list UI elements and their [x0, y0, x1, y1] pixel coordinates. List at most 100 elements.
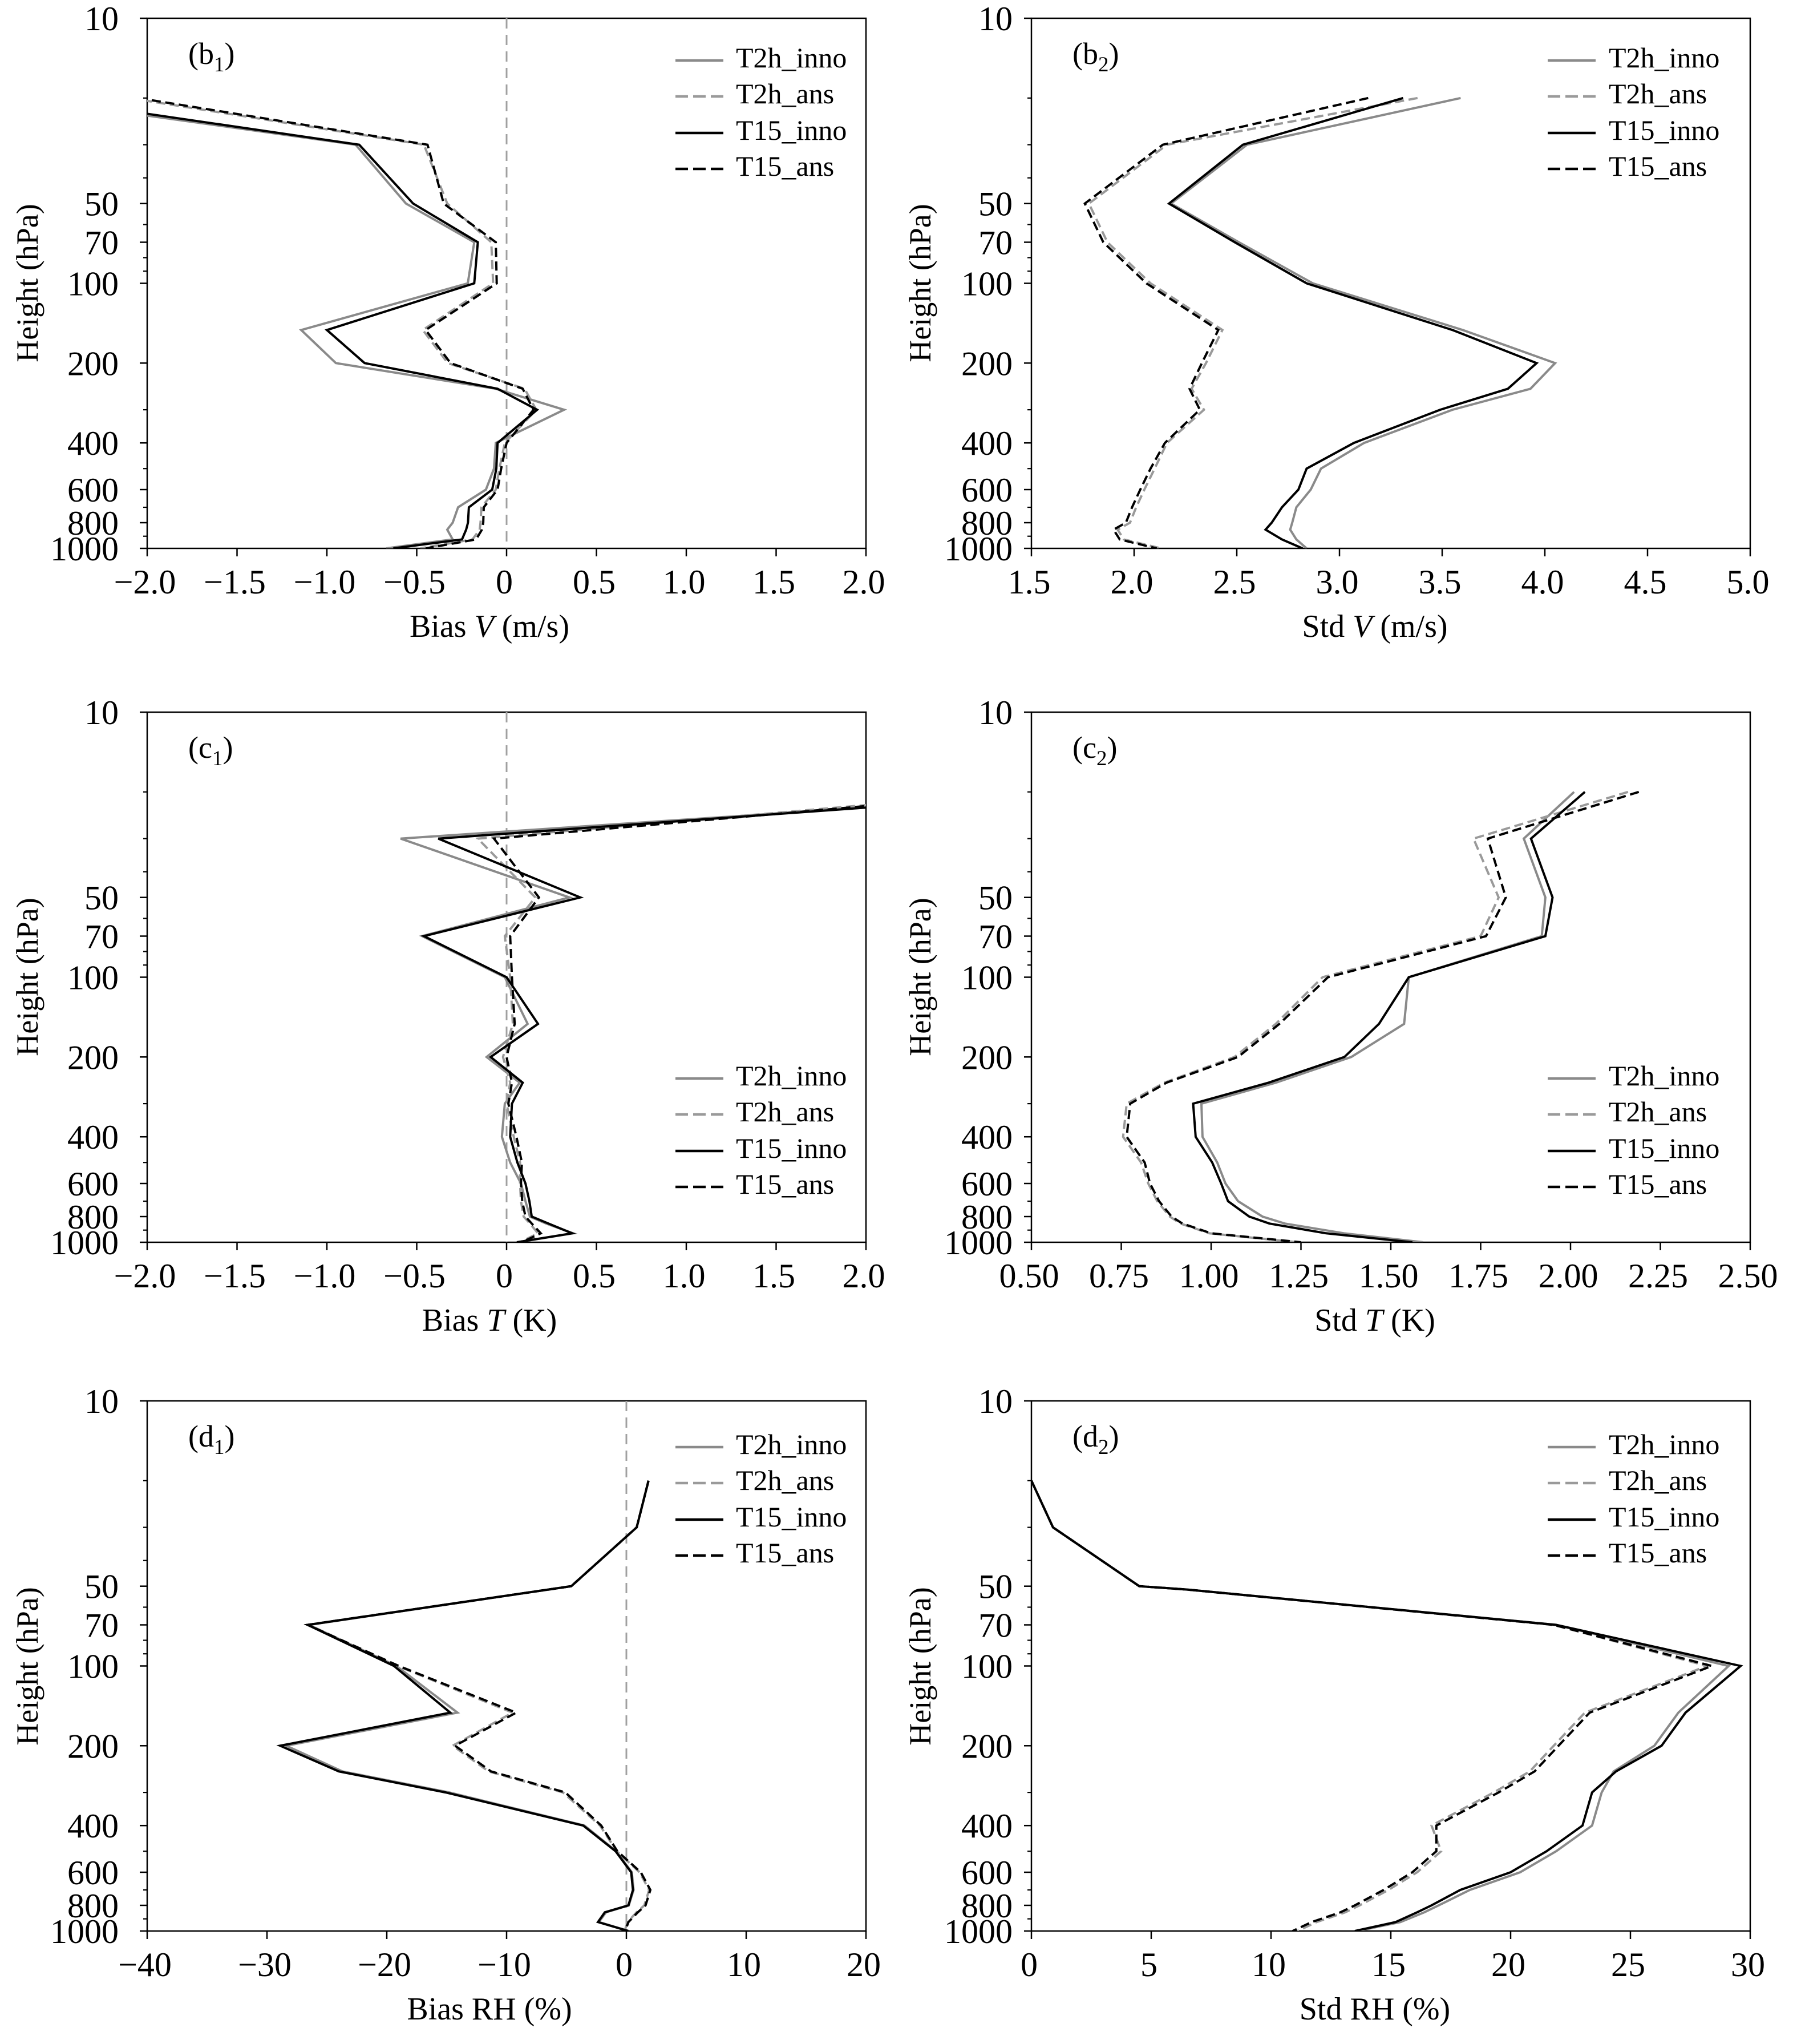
svg-text:100: 100	[961, 1648, 1013, 1686]
svg-text:T15_ans: T15_ans	[1609, 150, 1707, 182]
svg-text:T15_inno: T15_inno	[1609, 1501, 1719, 1533]
svg-text:T15_inno: T15_inno	[736, 114, 847, 146]
svg-text:50: 50	[84, 185, 119, 223]
svg-text:2.0: 2.0	[1111, 563, 1154, 601]
svg-text:2.25: 2.25	[1628, 1257, 1688, 1295]
svg-text:100: 100	[67, 265, 119, 303]
svg-text:−0.5: −0.5	[383, 563, 446, 601]
svg-text:T2h_inno: T2h_inno	[736, 1428, 847, 1460]
svg-text:−1.0: −1.0	[294, 563, 356, 601]
svg-text:600: 600	[961, 471, 1013, 509]
svg-text:10: 10	[978, 0, 1013, 38]
svg-text:2.5: 2.5	[1213, 563, 1256, 601]
svg-text:1000: 1000	[50, 1913, 119, 1950]
svg-text:20: 20	[847, 1946, 881, 1984]
svg-text:600: 600	[67, 1165, 119, 1203]
svg-text:600: 600	[961, 1165, 1013, 1203]
svg-text:T2h_ans: T2h_ans	[1609, 1096, 1707, 1128]
svg-text:50: 50	[84, 879, 119, 917]
svg-text:600: 600	[67, 1854, 119, 1892]
svg-text:10: 10	[727, 1946, 761, 1984]
svg-text:0.75: 0.75	[1089, 1257, 1149, 1295]
svg-text:Bias V (m/s): Bias V (m/s)	[410, 609, 569, 644]
svg-text:2.00: 2.00	[1539, 1257, 1598, 1295]
svg-text:10: 10	[1252, 1946, 1286, 1984]
svg-text:0.5: 0.5	[573, 1257, 616, 1295]
svg-text:Height (hPa): Height (hPa)	[10, 1587, 44, 1745]
svg-text:0: 0	[496, 1257, 513, 1295]
svg-text:50: 50	[84, 1568, 119, 1606]
svg-text:50: 50	[978, 1568, 1013, 1606]
svg-text:800: 800	[961, 1887, 1013, 1925]
svg-text:T15_ans: T15_ans	[736, 1537, 834, 1569]
svg-text:200: 200	[67, 345, 119, 382]
svg-text:200: 200	[961, 345, 1013, 382]
svg-text:Height (hPa): Height (hPa)	[903, 1587, 937, 1745]
svg-text:−2.0: −2.0	[114, 563, 176, 601]
svg-text:5.0: 5.0	[1727, 563, 1770, 601]
svg-text:70: 70	[978, 224, 1013, 262]
svg-text:−20: −20	[358, 1946, 411, 1984]
svg-text:70: 70	[84, 1607, 119, 1645]
svg-text:T15_inno: T15_inno	[1609, 114, 1719, 146]
svg-text:1.5: 1.5	[752, 1257, 795, 1295]
svg-text:1000: 1000	[50, 530, 119, 568]
svg-text:−10: −10	[477, 1946, 531, 1984]
svg-text:800: 800	[961, 1198, 1013, 1236]
svg-text:(c2): (c2)	[1072, 730, 1117, 770]
svg-text:−1.0: −1.0	[294, 1257, 356, 1295]
svg-text:3.0: 3.0	[1316, 563, 1359, 601]
svg-text:25: 25	[1611, 1946, 1645, 1984]
svg-text:Bias RH (%): Bias RH (%)	[407, 1992, 572, 2027]
svg-text:T15_ans: T15_ans	[736, 1168, 834, 1200]
svg-text:400: 400	[961, 425, 1013, 462]
svg-text:−40: −40	[118, 1946, 172, 1984]
svg-text:200: 200	[67, 1039, 119, 1076]
svg-text:−0.5: −0.5	[383, 1257, 446, 1295]
svg-text:400: 400	[961, 1118, 1013, 1156]
svg-text:10: 10	[84, 694, 119, 732]
svg-text:1.5: 1.5	[1008, 563, 1051, 601]
svg-text:1000: 1000	[944, 1913, 1013, 1950]
svg-text:Std V (m/s): Std V (m/s)	[1302, 609, 1447, 644]
svg-text:200: 200	[67, 1727, 119, 1765]
svg-text:1000: 1000	[50, 1224, 119, 1262]
svg-text:T2h_ans: T2h_ans	[1609, 1464, 1707, 1496]
svg-text:400: 400	[67, 1807, 119, 1845]
svg-text:200: 200	[961, 1039, 1013, 1076]
svg-text:(c1): (c1)	[188, 730, 233, 770]
svg-text:0.50: 0.50	[999, 1257, 1059, 1295]
svg-text:30: 30	[1731, 1946, 1765, 1984]
svg-text:−30: −30	[238, 1946, 292, 1984]
svg-text:(b2): (b2)	[1072, 37, 1119, 76]
svg-text:10: 10	[978, 694, 1013, 732]
svg-text:Std T (K): Std T (K)	[1314, 1303, 1435, 1338]
svg-text:T2h_inno: T2h_inno	[736, 42, 847, 74]
svg-text:Std RH (%): Std RH (%)	[1300, 1992, 1450, 2027]
svg-text:100: 100	[67, 1648, 119, 1686]
svg-text:100: 100	[67, 959, 119, 997]
svg-text:T2h_ans: T2h_ans	[736, 78, 834, 110]
svg-text:1.75: 1.75	[1448, 1257, 1508, 1295]
svg-text:(d1): (d1)	[188, 1419, 234, 1459]
svg-text:1.0: 1.0	[663, 1257, 706, 1295]
svg-text:T2h_ans: T2h_ans	[1609, 78, 1707, 110]
svg-text:Height (hPa): Height (hPa)	[903, 898, 937, 1056]
svg-text:1.00: 1.00	[1179, 1257, 1239, 1295]
svg-text:0: 0	[496, 563, 513, 601]
svg-text:2.0: 2.0	[843, 1257, 885, 1295]
svg-text:T15_ans: T15_ans	[1609, 1168, 1707, 1200]
svg-text:0: 0	[616, 1946, 633, 1984]
svg-text:70: 70	[978, 918, 1013, 956]
svg-text:0.5: 0.5	[573, 563, 616, 601]
svg-text:2.50: 2.50	[1718, 1257, 1778, 1295]
svg-text:200: 200	[961, 1727, 1013, 1765]
svg-text:T2h_inno: T2h_inno	[1609, 42, 1719, 74]
svg-text:Height (hPa): Height (hPa)	[10, 204, 44, 362]
svg-text:T2h_inno: T2h_inno	[1609, 1428, 1719, 1460]
svg-text:15: 15	[1371, 1946, 1406, 1984]
svg-text:1000: 1000	[944, 530, 1013, 568]
svg-text:Height (hPa): Height (hPa)	[903, 204, 937, 362]
svg-text:(b1): (b1)	[188, 37, 234, 76]
svg-text:70: 70	[84, 224, 119, 262]
